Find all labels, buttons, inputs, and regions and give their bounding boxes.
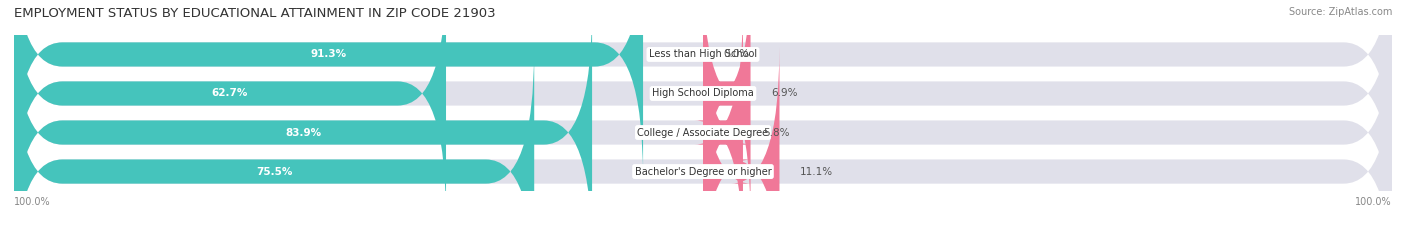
FancyBboxPatch shape [703, 47, 779, 233]
Text: EMPLOYMENT STATUS BY EDUCATIONAL ATTAINMENT IN ZIP CODE 21903: EMPLOYMENT STATUS BY EDUCATIONAL ATTAINM… [14, 7, 496, 20]
Text: Bachelor's Degree or higher: Bachelor's Degree or higher [634, 167, 772, 177]
Text: 11.1%: 11.1% [800, 167, 834, 177]
Text: 75.5%: 75.5% [256, 167, 292, 177]
Text: 100.0%: 100.0% [14, 197, 51, 207]
Text: High School Diploma: High School Diploma [652, 89, 754, 99]
Text: 83.9%: 83.9% [285, 127, 321, 137]
FancyBboxPatch shape [14, 0, 446, 218]
Text: 0.0%: 0.0% [724, 49, 749, 59]
FancyBboxPatch shape [14, 47, 534, 233]
FancyBboxPatch shape [14, 0, 1392, 218]
Text: College / Associate Degree: College / Associate Degree [637, 127, 769, 137]
Text: Less than High School: Less than High School [650, 49, 756, 59]
FancyBboxPatch shape [703, 0, 751, 218]
FancyBboxPatch shape [14, 8, 592, 233]
FancyBboxPatch shape [695, 8, 751, 233]
Text: 5.8%: 5.8% [763, 127, 790, 137]
FancyBboxPatch shape [14, 0, 643, 179]
FancyBboxPatch shape [14, 8, 1392, 233]
Text: 91.3%: 91.3% [311, 49, 347, 59]
Text: 6.9%: 6.9% [772, 89, 797, 99]
FancyBboxPatch shape [14, 0, 1392, 179]
Text: Source: ZipAtlas.com: Source: ZipAtlas.com [1288, 7, 1392, 17]
Text: 100.0%: 100.0% [1355, 197, 1392, 207]
Text: 62.7%: 62.7% [212, 89, 249, 99]
FancyBboxPatch shape [14, 47, 1392, 233]
